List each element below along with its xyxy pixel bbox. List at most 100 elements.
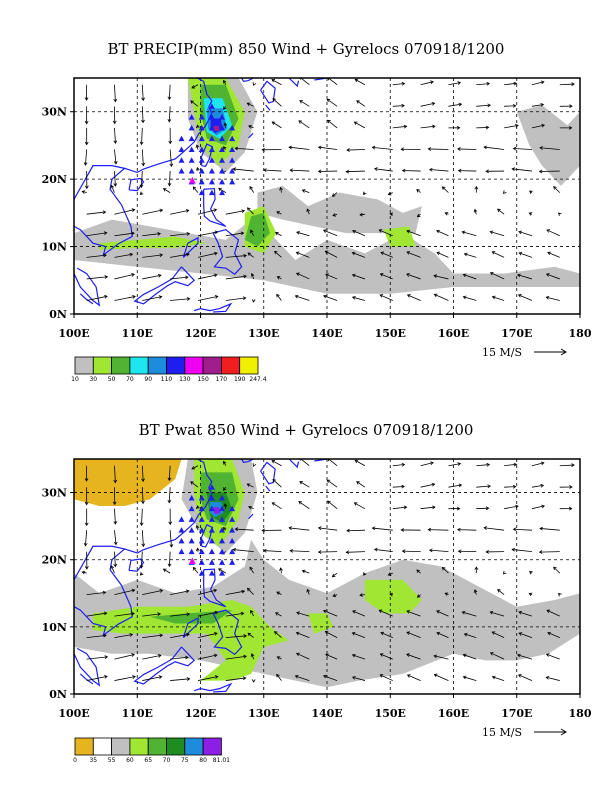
- wind-vector-head: [380, 251, 385, 256]
- wind-vector: [434, 655, 449, 660]
- wind-vector: [197, 611, 218, 617]
- wind-vector-head: [190, 100, 194, 104]
- y-tick-label: 0N: [49, 688, 67, 701]
- wind-vector-head: [378, 229, 383, 233]
- wind-vector: [114, 676, 136, 681]
- wind-vector: [379, 294, 393, 301]
- coastline: [260, 461, 276, 485]
- coastline: [314, 78, 328, 81]
- wind-vector-head: [401, 549, 406, 554]
- wind-vector: [247, 207, 254, 215]
- wind-vector-head: [157, 612, 162, 617]
- gyre-marker: [198, 516, 205, 522]
- wind-vector: [392, 506, 407, 510]
- wind-vector-head: [113, 98, 118, 103]
- wind-vector-head: [317, 526, 322, 531]
- wind-vector-head: [516, 273, 521, 278]
- wind-vector: [86, 295, 108, 301]
- wind-vector-head: [214, 610, 219, 615]
- wind-vector: [490, 272, 505, 280]
- gyre-marker: [208, 548, 215, 555]
- wind-vector: [142, 613, 161, 617]
- gyre-marker: [208, 505, 215, 512]
- wind-vector: [114, 613, 135, 617]
- wind-vector: [356, 481, 366, 488]
- wind-vector-head: [518, 632, 523, 636]
- wind-vector: [223, 80, 227, 85]
- wind-vector-head: [406, 610, 410, 614]
- wind-vector: [141, 127, 143, 145]
- colorbar-swatch: [184, 356, 204, 375]
- wind-vector-head: [332, 213, 337, 217]
- wind-vector: [325, 250, 338, 258]
- wind-vector: [170, 210, 189, 215]
- wind-vector: [276, 211, 282, 215]
- wind-vector-head: [240, 611, 245, 616]
- wind-vector: [114, 149, 117, 164]
- gyre-marker: [229, 537, 236, 544]
- wind-vector-head: [545, 295, 550, 300]
- wind-vector-head: [345, 550, 350, 555]
- wind-vector-head: [351, 295, 356, 300]
- wind-vector-head: [131, 588, 136, 593]
- wind-vector: [546, 609, 560, 617]
- wind-vector-head: [83, 542, 88, 547]
- gyre-marker: [208, 178, 215, 185]
- wind-vector-head: [457, 462, 462, 466]
- shaded-region: [244, 212, 271, 247]
- wind-vector: [142, 274, 161, 280]
- wind-vector-head: [276, 276, 281, 280]
- wind-vector-head: [186, 612, 191, 617]
- wind-vector: [141, 465, 144, 482]
- gyre-marker: [188, 124, 195, 131]
- wind-vector-head: [401, 484, 405, 489]
- wind-vector: [223, 461, 227, 466]
- wind-vector: [380, 273, 393, 280]
- wind-vector: [276, 591, 282, 595]
- wind-vector: [140, 551, 143, 568]
- wind-vector-head: [416, 569, 420, 574]
- wind-vector-head: [432, 505, 436, 510]
- wind-vector: [434, 294, 449, 301]
- wind-vector-head: [113, 140, 118, 144]
- wind-vector: [559, 464, 575, 467]
- wind-vector-head: [185, 589, 190, 594]
- colorbar-label: 75: [181, 757, 189, 764]
- coastline: [260, 80, 276, 104]
- x-tick-label: 100E: [58, 707, 89, 720]
- wind-vector-head: [380, 631, 385, 636]
- wind-vector-head: [406, 653, 410, 657]
- coastline: [182, 236, 199, 258]
- wind-vector: [420, 102, 435, 107]
- wind-vector: [274, 251, 282, 258]
- wind-vector-head: [485, 506, 490, 511]
- wind-vector: [323, 229, 338, 237]
- wind-vector: [519, 632, 533, 638]
- wind-vector-head: [129, 252, 134, 257]
- colorbar-swatch: [220, 356, 241, 375]
- wind-vector: [476, 83, 490, 86]
- wind-vector: [484, 146, 505, 150]
- wind-vector: [114, 530, 117, 545]
- wind-vector-head: [246, 102, 251, 106]
- wind-vector-head: [141, 543, 146, 548]
- wind-vector: [448, 82, 461, 86]
- coastline: [79, 293, 94, 305]
- wind-vector-head: [528, 212, 533, 216]
- wind-vector: [354, 121, 366, 129]
- wind-vector-head: [569, 104, 573, 109]
- wind-vector-head: [483, 145, 488, 150]
- wind-vector: [114, 296, 136, 301]
- wind-vector: [318, 146, 338, 150]
- wind-vector: [372, 146, 393, 150]
- wind-vector: [429, 549, 449, 553]
- wind-vector-head: [192, 186, 197, 190]
- wind-vector-head: [457, 81, 462, 85]
- wind-vector: [142, 254, 163, 258]
- wind-vector: [436, 252, 449, 258]
- coastline: [74, 165, 133, 257]
- colorbar-swatch: [129, 356, 149, 375]
- wind-vector-head: [432, 124, 436, 129]
- wind-vector-head: [331, 193, 336, 197]
- wind-vector-head: [491, 251, 496, 255]
